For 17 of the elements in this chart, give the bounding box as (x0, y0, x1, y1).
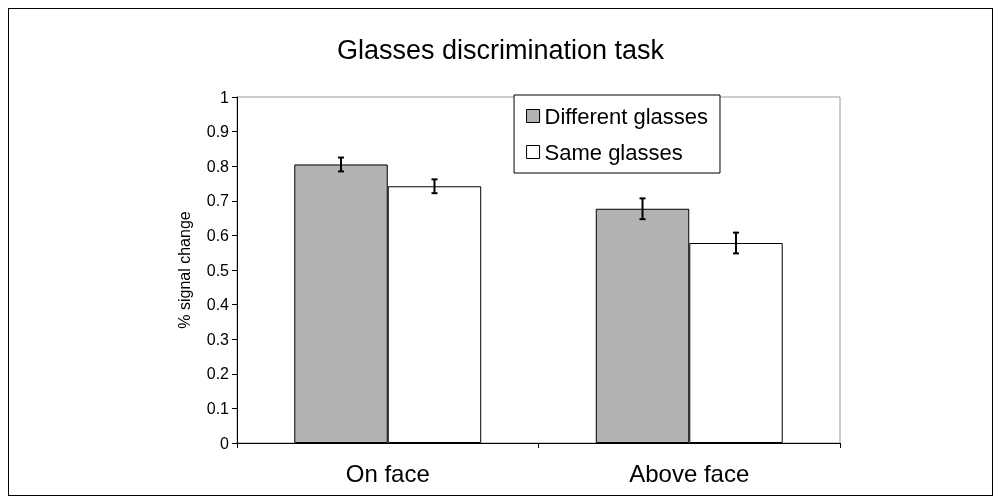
chart-title: Glasses discrimination task (336, 34, 665, 65)
y-tick-label: 0.4 (206, 296, 230, 314)
y-tick-label: 0.8 (206, 157, 230, 175)
y-tick-label: 0.9 (206, 123, 230, 141)
y-tick-label: 0.5 (206, 261, 230, 279)
legend-label: Different glasses (544, 103, 708, 129)
x-tick-label: On face (345, 459, 430, 487)
y-tick-label: 0.6 (206, 226, 230, 244)
y-tick-label: 0 (220, 434, 230, 452)
y-tick-label: 0.1 (206, 399, 230, 417)
y-tick-label: 1 (220, 88, 230, 106)
legend-label: Same glasses (544, 139, 683, 165)
y-axis-title: % signal change (175, 211, 193, 329)
y-tick-label: 0.7 (206, 192, 230, 210)
y-tick-label: 0.2 (206, 365, 230, 383)
y-tick-label: 0.3 (206, 330, 230, 348)
x-tick-label: Above face (629, 459, 750, 487)
